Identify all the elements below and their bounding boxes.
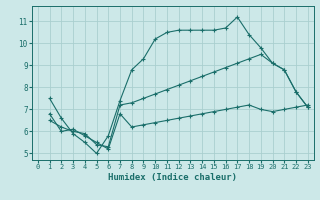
X-axis label: Humidex (Indice chaleur): Humidex (Indice chaleur) <box>108 173 237 182</box>
